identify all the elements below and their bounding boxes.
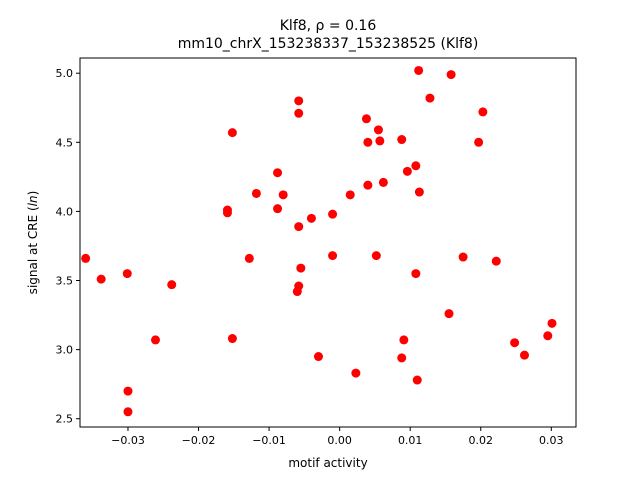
y-tick-label: 5.0 (56, 67, 74, 80)
chart-title-line1: Klf8, ρ = 0.16 (280, 18, 377, 34)
data-point (351, 368, 361, 378)
data-point (547, 318, 557, 328)
y-tick-label: 3.5 (56, 275, 74, 288)
data-point (328, 251, 338, 261)
data-point (414, 187, 424, 197)
data-point (294, 108, 304, 118)
data-point (414, 65, 424, 75)
data-point (425, 93, 435, 103)
data-point (123, 407, 133, 417)
x-axis-label: motif activity (288, 456, 367, 470)
data-point (273, 168, 283, 178)
data-point (278, 190, 288, 200)
data-points (81, 65, 557, 417)
data-point (412, 375, 422, 385)
data-point (122, 269, 132, 279)
data-point (292, 287, 302, 297)
x-tick-label: 0.00 (327, 434, 352, 447)
data-point (378, 177, 388, 187)
data-point (222, 208, 232, 218)
data-point (411, 269, 421, 279)
data-point (123, 386, 133, 396)
x-tick-label: −0.03 (111, 434, 145, 447)
data-point (273, 204, 283, 214)
data-point (244, 253, 254, 263)
data-point (251, 188, 261, 198)
data-point (294, 96, 304, 106)
data-point (313, 352, 323, 362)
data-point (81, 253, 91, 263)
data-point (399, 335, 409, 345)
axis-ticks: −0.03 −0.02 −0.01 0.00 0.01 0.02 0.03 2.5 3.0 3.5… (56, 67, 564, 447)
data-point (328, 209, 338, 219)
data-point (491, 256, 501, 266)
x-tick-label: 0.02 (469, 434, 494, 447)
data-point (519, 350, 529, 360)
data-point (397, 135, 407, 145)
data-point (96, 274, 106, 284)
plot-frame (79, 57, 577, 428)
data-point (296, 263, 306, 273)
data-point (510, 338, 520, 348)
data-point (363, 180, 373, 190)
data-point (294, 222, 304, 232)
data-point (373, 125, 383, 135)
y-tick-label: 4.0 (56, 205, 74, 218)
data-point (361, 114, 371, 124)
data-point (402, 166, 412, 176)
x-tick-label: −0.01 (252, 434, 286, 447)
data-point (411, 161, 421, 171)
data-point (458, 252, 468, 262)
data-point (345, 190, 355, 200)
y-tick-label: 2.5 (56, 413, 74, 426)
data-point (478, 107, 488, 117)
data-point (306, 213, 316, 223)
data-point (371, 251, 381, 261)
x-tick-label: −0.02 (182, 434, 216, 447)
data-point (543, 331, 553, 341)
data-point (446, 70, 456, 80)
y-tick-label: 3.0 (56, 344, 74, 357)
data-point (474, 137, 484, 147)
data-point (150, 335, 160, 345)
data-point (227, 128, 237, 138)
data-point (397, 353, 407, 363)
y-tick-label: 4.5 (56, 136, 74, 149)
y-axis-label: signal at CRE (ln) (26, 191, 40, 295)
data-point (363, 137, 373, 147)
x-tick-label: 0.01 (398, 434, 423, 447)
data-point (227, 334, 237, 344)
data-point (375, 136, 385, 146)
chart-title-line2: mm10_chrX_153238337_153238525 (Klf8) (178, 36, 479, 52)
x-tick-label: 0.03 (539, 434, 564, 447)
data-point (167, 280, 177, 290)
data-point (444, 309, 454, 319)
y-axis-label-unit: ln (26, 195, 40, 206)
